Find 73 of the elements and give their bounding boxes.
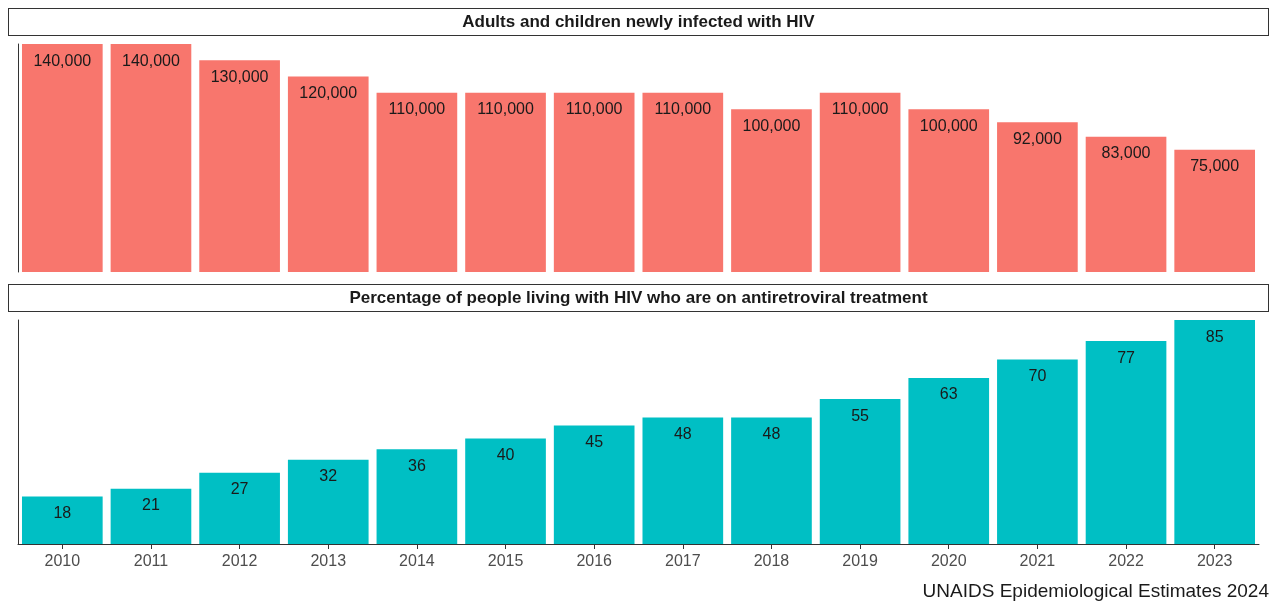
bar [110, 44, 192, 272]
x-tick-label: 2010 [44, 551, 81, 569]
x-tick-label: 2011 [133, 551, 169, 569]
data-label: 21 [142, 496, 160, 514]
data-label: 70 [1028, 367, 1047, 385]
bar [376, 92, 458, 272]
data-label: 48 [673, 425, 692, 443]
data-label: 85 [1205, 327, 1224, 345]
bar [1085, 341, 1167, 544]
data-label: 92,000 [1012, 129, 1062, 147]
x-tick-label: 2014 [399, 551, 435, 569]
data-label: 18 [53, 504, 72, 522]
data-label: 77 [1117, 348, 1136, 366]
data-label: 48 [762, 425, 781, 443]
bar [21, 44, 103, 272]
bar [908, 377, 990, 544]
x-tick-label: 2012 [221, 551, 258, 569]
x-tick-label: 2015 [487, 551, 524, 569]
text: UNAIDS Epidemiological Estimates 2024 [921, 580, 1269, 602]
bar [465, 438, 546, 544]
data-label: 110,000 [565, 100, 623, 118]
bar [1174, 149, 1256, 272]
bar [731, 417, 812, 544]
bar [287, 76, 369, 272]
bar [21, 496, 103, 544]
data-label: 110,000 [388, 100, 446, 118]
bar [199, 60, 280, 272]
data-label: 63 [939, 385, 958, 403]
bar [731, 109, 812, 272]
data-label: 110,000 [477, 100, 534, 118]
chart-title: Adults and children newly infected with HIV [8, 8, 1269, 36]
bar [110, 488, 192, 544]
data-label: 100,000 [742, 116, 801, 134]
bar [642, 417, 724, 544]
data-label: 55 [851, 406, 870, 424]
x-tick-label: 2022 [1108, 551, 1144, 569]
x-tick-label: 2017 [665, 551, 701, 569]
x-tick-label: 2016 [576, 551, 613, 569]
data-label: 110,000 [654, 100, 712, 118]
bar [376, 449, 458, 544]
data-label: 110,000 [831, 100, 889, 118]
chart-title: Percentage of people living with HIV who are on antiretroviral treatment [8, 284, 1269, 312]
data-label: 140,000 [122, 51, 180, 69]
bar [465, 92, 546, 272]
data-label: 130,000 [210, 67, 269, 85]
x-tick-label: 2021 [1019, 551, 1056, 569]
bar [908, 109, 990, 272]
bar [553, 92, 635, 272]
bar [819, 92, 901, 272]
x-tick-label: 2018 [753, 551, 790, 569]
bar [997, 359, 1078, 544]
data-label: 32 [319, 467, 338, 485]
bar [1174, 320, 1256, 544]
bar [997, 122, 1078, 272]
data-label: 27 [230, 480, 249, 498]
data-label: 36 [407, 456, 426, 474]
x-tick-label: 2013 [310, 551, 347, 569]
data-label: 45 [585, 432, 604, 450]
bar [553, 425, 635, 544]
bar [642, 92, 724, 272]
bar [819, 399, 901, 544]
bar [199, 472, 280, 544]
data-label: 100,000 [919, 116, 978, 134]
data-label: 120,000 [299, 84, 358, 102]
data-label: 140,000 [33, 51, 92, 69]
x-tick-label: 2019 [842, 551, 879, 569]
x-tick-label: 2020 [930, 551, 967, 569]
bar [287, 459, 369, 544]
data-label: 75,000 [1190, 157, 1240, 175]
bar [1085, 136, 1167, 272]
data-label: 40 [496, 446, 515, 464]
x-tick-label: 2023 [1196, 551, 1233, 569]
data-label: 83,000 [1101, 144, 1151, 162]
